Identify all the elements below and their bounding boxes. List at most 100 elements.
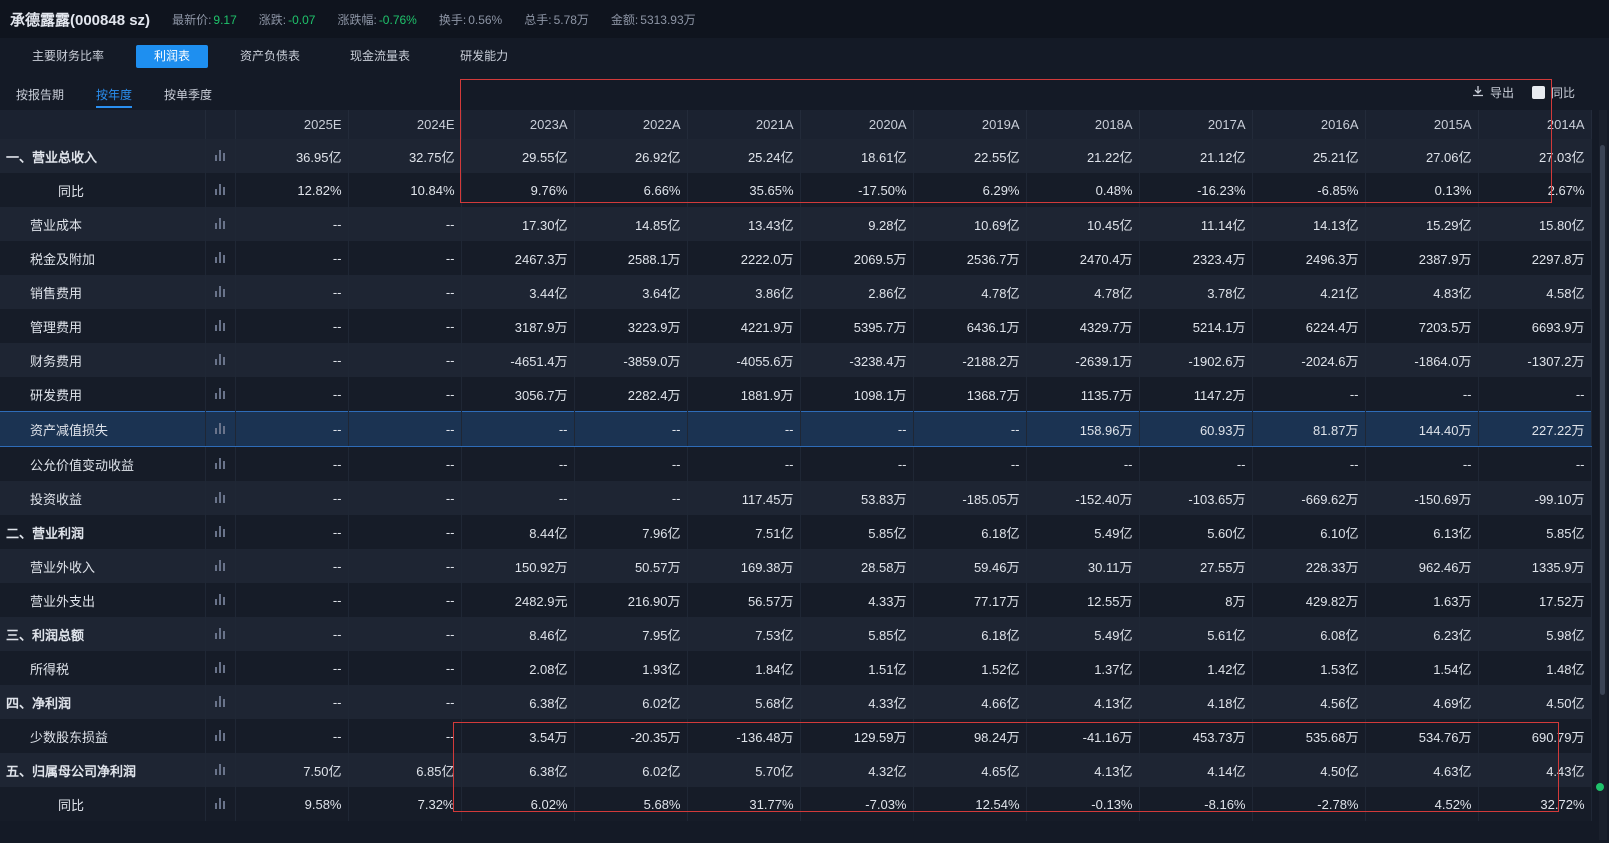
table-cell: -2639.1万 [1026,343,1140,377]
subtab-by-report-period[interactable]: 按报告期 [16,88,65,102]
bar-chart-icon[interactable] [215,353,225,365]
column-header: 2017A [1139,110,1253,139]
bar-chart-icon[interactable] [215,661,225,673]
bar-chart-icon[interactable] [215,729,225,741]
row-label: 同比 [0,787,206,821]
table-cell: -2188.2万 [913,343,1027,377]
export-button[interactable]: 导出 [1472,84,1514,101]
table-row[interactable]: 所得税 -- -- 2.08亿 1.93亿 1.84亿 1.51亿 1.52亿 1.37亿 1.4… [0,651,1592,685]
compare-checkbox[interactable] [1531,86,1545,99]
scrollbar-thumb[interactable] [1600,145,1605,695]
stock-header: 承德露露(000848 sz) 最新价: 9.17 涨跌: -0.07 涨跌幅: -0… [0,0,1609,38]
volume: 总手: 5.78万 [524,12,589,27]
table-cell: -- [687,446,801,481]
table-row[interactable]: 四、净利润 -- -- 6.38亿 6.02亿 5.68亿 4.33亿 4.66亿 4.13亿 4… [0,685,1592,719]
period-subtabs: 按报告期 按年度 按单季度 [0,82,228,108]
compare-toggle[interactable]: 同比 [1531,84,1575,101]
table-row[interactable]: 销售费用 -- -- 3.44亿 3.64亿 3.86亿 2.86亿 4.78亿 4.78亿 3.… [0,275,1592,309]
table-cell: 169.38万 [687,549,801,583]
bar-chart-icon[interactable] [215,593,225,605]
table-row[interactable]: 五、归属母公司净利润 7.50亿 6.85亿 6.38亿 6.02亿 5.70亿 4.32亿… [0,753,1592,787]
row-label: 销售费用 [0,275,206,309]
bar-chart-icon[interactable] [215,627,225,639]
subtab-by-year[interactable]: 按年度 [80,82,148,108]
table-cell: -2024.6万 [1252,343,1366,377]
chart-cell [205,549,236,583]
table-cell: 53.83万 [800,481,914,515]
table-cell: 5.61亿 [1139,617,1253,651]
table-row[interactable]: 公允价值变动收益 -- -- -- -- -- -- -- -- -- -- -- -- [0,446,1592,481]
table-row[interactable]: 财务费用 -- -- -4651.4万 -3859.0万 -4055.6万 -3238.4万… [0,343,1592,377]
row-label: 税金及附加 [0,241,206,275]
table-cell: 4.78亿 [913,275,1027,309]
download-icon [1472,85,1484,100]
table-row[interactable]: 管理费用 -- -- 3187.9万 3223.9万 4221.9万 5395.7万 6436… [0,309,1592,343]
table-cell: 2588.1万 [574,241,688,275]
table-row[interactable]: 少数股东损益 -- -- 3.54万 -20.35万 -136.48万 129.59万 98.… [0,719,1592,753]
bar-chart-icon[interactable] [215,457,225,469]
chart-cell [205,446,236,481]
chart-cell [205,377,236,412]
table-cell: 1.93亿 [574,651,688,685]
bar-chart-icon[interactable] [215,183,225,195]
table-cell: 1135.7万 [1026,377,1140,412]
bar-chart-icon[interactable] [215,285,225,297]
table-cell: 8万 [1139,583,1253,617]
table-row[interactable]: 投资收益 -- -- -- -- 117.45万 53.83万 -185.05万 -152.40… [0,481,1592,515]
bar-chart-icon[interactable] [215,491,225,503]
table-row[interactable]: 一、营业总收入 36.95亿 32.75亿 29.55亿 26.92亿 25.24亿 18.… [0,139,1592,173]
table-row[interactable]: 营业外支出 -- -- 2482.9元 216.90万 56.57万 4.33万 77.17万… [0,583,1592,617]
chart-cell [205,481,236,515]
table-cell: 2.67% [1478,173,1592,207]
table-cell: 7.95亿 [574,617,688,651]
table-cell: -- [348,719,462,753]
subtab-by-quarter[interactable]: 按单季度 [164,88,213,102]
bar-chart-icon[interactable] [215,525,225,537]
table-cell: 3.78亿 [1139,275,1253,309]
table-cell: 14.85亿 [574,207,688,241]
table-row[interactable]: 三、利润总额 -- -- 8.46亿 7.95亿 7.53亿 5.85亿 6.18亿 5.49亿… [0,617,1592,651]
bar-chart-icon[interactable] [215,387,225,399]
table-row[interactable]: 研发费用 -- -- 3056.7万 2282.4万 1881.9万 1098.1万 1368… [0,377,1592,412]
bar-chart-icon[interactable] [215,559,225,571]
table-cell: 4.78亿 [1026,275,1140,309]
header-name-cell [0,110,206,139]
price-change: 涨跌: -0.07 [258,12,316,27]
table-cell: 3.44亿 [461,275,575,309]
table-cell: -- [348,241,462,275]
table-cell: 59.46万 [913,549,1027,583]
bar-chart-icon[interactable] [215,217,225,229]
table-row[interactable]: 二、营业利润 -- -- 8.44亿 7.96亿 7.51亿 5.85亿 6.18亿 5.49亿… [0,515,1592,549]
table-cell: 6436.1万 [913,309,1027,343]
bar-chart-icon[interactable] [215,149,225,161]
table-cell: -41.16万 [1026,719,1140,753]
tab-cash-flow[interactable]: 现金流量表 [350,48,411,63]
bar-chart-icon[interactable] [215,319,225,331]
bar-chart-icon[interactable] [215,797,225,809]
table-cell: 6.13亿 [1365,515,1479,549]
table-cell: -- [1252,377,1366,412]
table-cell: 2.86亿 [800,275,914,309]
table-cell: 1.37亿 [1026,651,1140,685]
table-row[interactable]: 营业成本 -- -- 17.30亿 14.85亿 13.43亿 9.28亿 10.69亿 10.… [0,207,1592,241]
table-cell: -- [913,411,1027,447]
table-cell: 6.29% [913,173,1027,207]
column-header: 2022A [574,110,688,139]
table-cell: 29.55亿 [461,139,575,173]
bar-chart-icon[interactable] [215,695,225,707]
table-row[interactable]: 税金及附加 -- -- 2467.3万 2588.1万 2222.0万 2069.5万 253… [0,241,1592,275]
table-cell: -- [235,207,349,241]
table-cell: 98.24万 [913,719,1027,753]
chart-cell [205,685,236,719]
table-row[interactable]: 营业外收入 -- -- 150.92万 50.57万 169.38万 28.58万 59.46… [0,549,1592,583]
bar-chart-icon[interactable] [215,422,225,434]
bar-chart-icon[interactable] [215,251,225,263]
tab-income-statement[interactable]: 利润表 [136,44,209,68]
tab-rd-capability[interactable]: 研发能力 [460,48,509,63]
table-row[interactable]: 资产减值损失 -- -- -- -- -- -- -- 158.96万 60.93万 81.87万 1… [0,411,1592,447]
tab-balance-sheet[interactable]: 资产负债表 [240,48,301,63]
table-row[interactable]: 同比 9.58% 7.32% 6.02% 5.68% 31.77% -7.03% 12.54%… [0,787,1592,821]
tab-main-ratios[interactable]: 主要财务比率 [32,48,105,63]
bar-chart-icon[interactable] [215,763,225,775]
table-row[interactable]: 同比 12.82% 10.84% 9.76% 6.66% 35.65% -17.50% 6.2… [0,173,1592,207]
